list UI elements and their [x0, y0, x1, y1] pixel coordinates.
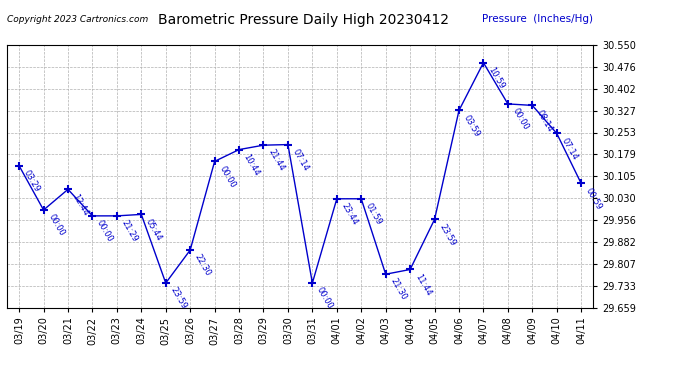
Text: 01:59: 01:59: [364, 202, 384, 226]
Text: 10:44: 10:44: [241, 152, 262, 177]
Text: 21:29: 21:29: [119, 219, 139, 244]
Text: 21:30: 21:30: [388, 277, 408, 302]
Text: 21:44: 21:44: [266, 148, 286, 173]
Text: 00:00: 00:00: [511, 107, 531, 132]
Text: 12:44: 12:44: [71, 192, 90, 217]
Text: 07:14: 07:14: [560, 136, 579, 161]
Text: 10:59: 10:59: [486, 66, 506, 90]
Text: 23:59: 23:59: [437, 222, 457, 248]
Text: 05:44: 05:44: [144, 217, 164, 242]
Text: 00:00: 00:00: [315, 286, 335, 311]
Text: 11:44: 11:44: [413, 272, 433, 297]
Text: 08:14: 08:14: [535, 108, 555, 134]
Text: 07:14: 07:14: [290, 147, 310, 172]
Text: 03:59: 03:59: [462, 113, 482, 138]
Text: 00:59: 00:59: [584, 186, 604, 211]
Text: 22:30: 22:30: [193, 253, 213, 278]
Text: Pressure  (Inches/Hg): Pressure (Inches/Hg): [482, 14, 593, 24]
Text: 00:00: 00:00: [95, 219, 115, 244]
Text: 00:00: 00:00: [46, 213, 66, 238]
Text: 23:59: 23:59: [168, 286, 188, 311]
Text: 00:00: 00:00: [217, 164, 237, 189]
Text: Copyright 2023 Cartronics.com: Copyright 2023 Cartronics.com: [7, 15, 148, 24]
Text: Barometric Pressure Daily High 20230412: Barometric Pressure Daily High 20230412: [158, 13, 449, 27]
Text: 23:44: 23:44: [339, 202, 359, 227]
Text: 03:29: 03:29: [22, 169, 41, 194]
